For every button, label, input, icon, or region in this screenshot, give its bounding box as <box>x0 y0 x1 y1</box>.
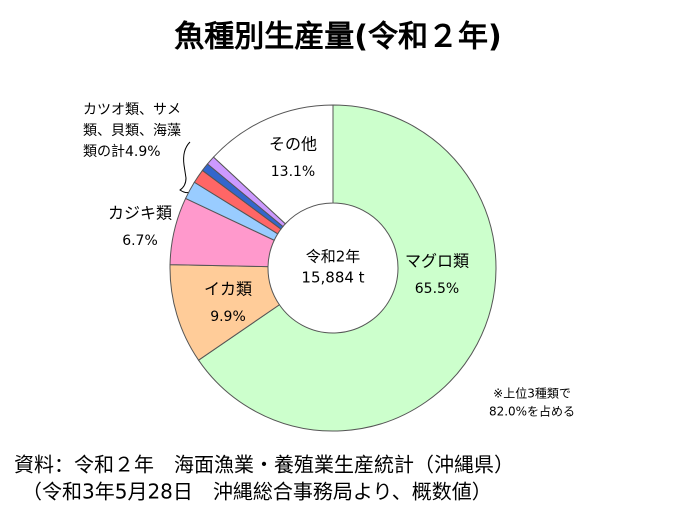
brace <box>179 141 191 194</box>
slice <box>197 104 497 432</box>
center-label: 15,884 t <box>301 269 364 287</box>
group-label: 類、貝類、海藻 <box>83 123 181 139</box>
value-label: 9.9% <box>210 309 246 325</box>
value-label: 13.1% <box>271 164 315 180</box>
value-label: 65.5% <box>415 281 459 297</box>
source: （令和3年5月28日 沖縄総合事務局より、概数値） <box>22 480 492 504</box>
note: 82.0%を占める <box>489 404 575 419</box>
group-label: カツオ類、サメ <box>83 102 181 118</box>
note: ※上位3種類で <box>493 386 571 401</box>
chart-title: 魚種別生産量(令和２年) <box>174 20 501 55</box>
source: 資料：令和２年 海面漁業・養殖業生産統計（沖縄県） <box>14 453 514 477</box>
center-label: 令和2年 <box>306 248 361 266</box>
slice-label: マグロ類 <box>405 252 469 271</box>
group-label: 類の計4.9% <box>83 144 161 160</box>
slice-label: カジキ類 <box>108 204 172 223</box>
value-label: 6.7% <box>122 233 158 249</box>
slice-label: イカ類 <box>204 280 252 299</box>
slice-label: その他 <box>269 135 317 154</box>
slice <box>212 104 334 225</box>
